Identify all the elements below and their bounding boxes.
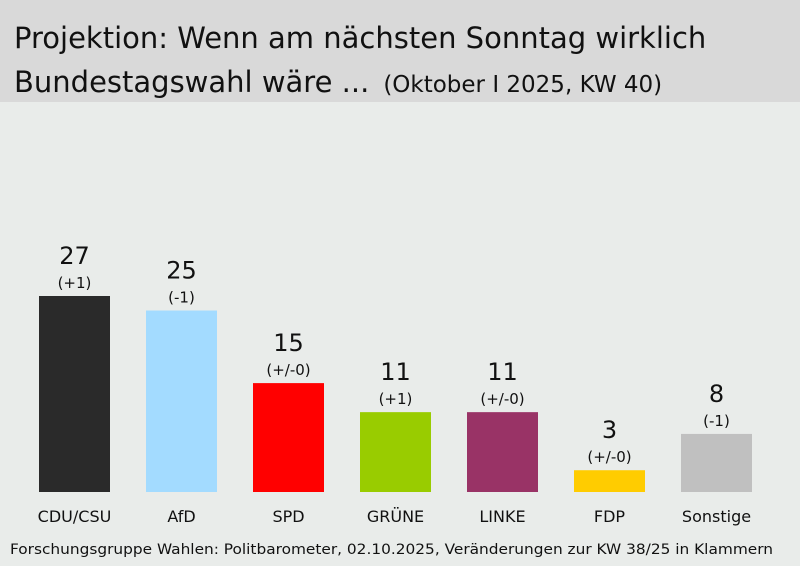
bar (146, 310, 217, 492)
bar (574, 470, 645, 492)
change-label: (+1) (58, 274, 92, 292)
value-label: 11 (380, 358, 411, 386)
value-label: 15 (273, 329, 304, 357)
change-label: (-1) (703, 412, 730, 430)
change-label: (-1) (168, 289, 195, 307)
bar (253, 383, 324, 492)
change-label: (+/-0) (266, 361, 310, 379)
value-label: 8 (709, 380, 724, 408)
value-label: 3 (602, 416, 617, 444)
change-label: (+/-0) (587, 448, 631, 466)
bar (681, 433, 752, 492)
x-tick-label: GRÜNE (367, 507, 424, 526)
bar (360, 412, 431, 492)
bar (39, 296, 110, 492)
change-label: (+/-0) (480, 390, 524, 408)
x-tick-label: AfD (167, 507, 195, 526)
source-note: Forschungsgruppe Wahlen: Politbarometer,… (10, 542, 773, 558)
chart-subtitle: (Oktober I 2025, KW 40) (383, 72, 662, 98)
value-label: 11 (487, 358, 518, 386)
value-label: 27 (59, 242, 90, 270)
chart-title: Projektion: Wenn am nächsten Sonntag wir… (14, 21, 706, 55)
x-tick-label: CDU/CSU (38, 507, 112, 526)
chart-title: Bundestagswahl wäre ... (14, 65, 369, 99)
x-tick-label: Sonstige (682, 507, 751, 526)
x-tick-label: LINKE (479, 507, 525, 526)
x-tick-label: SPD (272, 507, 304, 526)
change-label: (+1) (379, 390, 413, 408)
title-band (0, 0, 800, 102)
bar (467, 412, 538, 492)
value-label: 25 (166, 257, 197, 285)
x-tick-label: FDP (594, 507, 626, 526)
